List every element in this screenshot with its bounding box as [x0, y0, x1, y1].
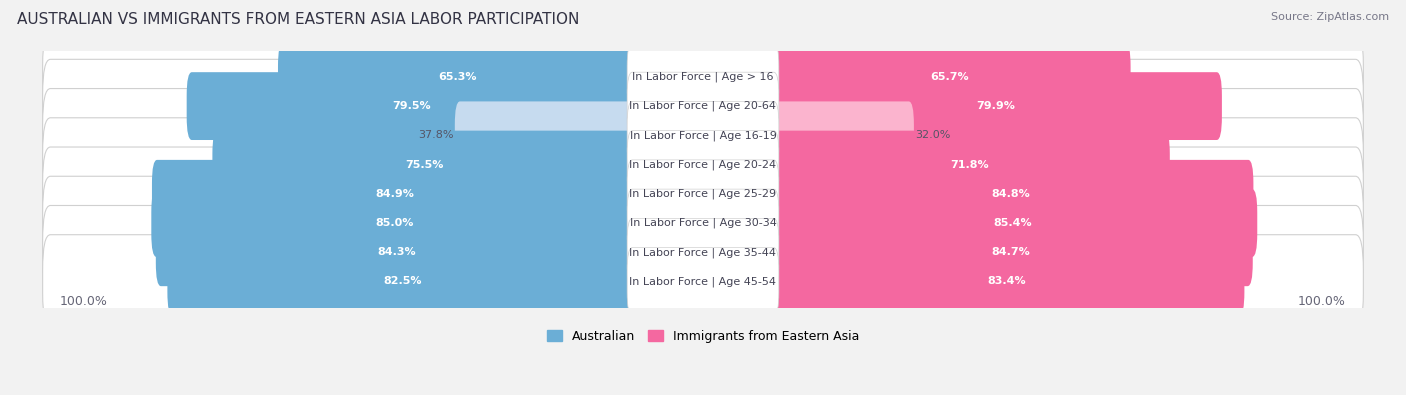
Text: 75.5%: 75.5% [406, 160, 444, 169]
Text: 85.0%: 85.0% [375, 218, 413, 228]
FancyBboxPatch shape [152, 189, 637, 257]
Text: In Labor Force | Age 16-19: In Labor Force | Age 16-19 [630, 130, 776, 141]
FancyBboxPatch shape [627, 102, 779, 169]
Text: In Labor Force | Age 45-54: In Labor Force | Age 45-54 [630, 276, 776, 287]
FancyBboxPatch shape [454, 102, 637, 169]
FancyBboxPatch shape [627, 160, 779, 228]
Text: In Labor Force | Age 30-34: In Labor Force | Age 30-34 [630, 218, 776, 228]
FancyBboxPatch shape [152, 160, 637, 228]
FancyBboxPatch shape [769, 43, 1130, 111]
FancyBboxPatch shape [769, 131, 1170, 198]
Text: 37.8%: 37.8% [418, 130, 454, 140]
FancyBboxPatch shape [627, 72, 779, 140]
Text: 82.5%: 82.5% [384, 276, 422, 286]
FancyBboxPatch shape [42, 118, 1364, 211]
FancyBboxPatch shape [42, 176, 1364, 270]
Text: 85.4%: 85.4% [994, 218, 1032, 228]
FancyBboxPatch shape [156, 218, 637, 286]
FancyBboxPatch shape [42, 205, 1364, 299]
Text: 79.9%: 79.9% [976, 101, 1015, 111]
FancyBboxPatch shape [627, 248, 779, 315]
Text: 84.7%: 84.7% [991, 247, 1031, 257]
Text: 65.3%: 65.3% [439, 72, 477, 82]
Text: In Labor Force | Age > 16: In Labor Force | Age > 16 [633, 71, 773, 82]
Text: In Labor Force | Age 20-64: In Labor Force | Age 20-64 [630, 101, 776, 111]
Text: AUSTRALIAN VS IMMIGRANTS FROM EASTERN ASIA LABOR PARTICIPATION: AUSTRALIAN VS IMMIGRANTS FROM EASTERN AS… [17, 12, 579, 27]
Text: 100.0%: 100.0% [1298, 295, 1346, 308]
Text: 32.0%: 32.0% [915, 130, 950, 140]
FancyBboxPatch shape [278, 43, 637, 111]
FancyBboxPatch shape [769, 102, 914, 169]
Text: 84.3%: 84.3% [377, 247, 416, 257]
FancyBboxPatch shape [769, 189, 1257, 257]
Text: In Labor Force | Age 25-29: In Labor Force | Age 25-29 [630, 188, 776, 199]
FancyBboxPatch shape [769, 160, 1253, 228]
Text: 79.5%: 79.5% [392, 101, 432, 111]
FancyBboxPatch shape [187, 72, 637, 140]
FancyBboxPatch shape [167, 248, 637, 315]
Text: 84.8%: 84.8% [991, 189, 1031, 199]
FancyBboxPatch shape [769, 218, 1253, 286]
FancyBboxPatch shape [627, 218, 779, 286]
FancyBboxPatch shape [627, 43, 779, 111]
Text: In Labor Force | Age 35-44: In Labor Force | Age 35-44 [630, 247, 776, 258]
FancyBboxPatch shape [627, 189, 779, 257]
Text: In Labor Force | Age 20-24: In Labor Force | Age 20-24 [630, 159, 776, 170]
Text: 83.4%: 83.4% [987, 276, 1026, 286]
FancyBboxPatch shape [42, 30, 1364, 124]
FancyBboxPatch shape [769, 248, 1244, 315]
FancyBboxPatch shape [42, 88, 1364, 182]
Text: Source: ZipAtlas.com: Source: ZipAtlas.com [1271, 12, 1389, 22]
Text: 71.8%: 71.8% [950, 160, 988, 169]
FancyBboxPatch shape [42, 147, 1364, 241]
FancyBboxPatch shape [769, 72, 1222, 140]
Text: 84.9%: 84.9% [375, 189, 415, 199]
FancyBboxPatch shape [212, 131, 637, 198]
FancyBboxPatch shape [42, 235, 1364, 328]
Text: 65.7%: 65.7% [931, 72, 969, 82]
Legend: Australian, Immigrants from Eastern Asia: Australian, Immigrants from Eastern Asia [541, 325, 865, 348]
FancyBboxPatch shape [627, 131, 779, 198]
Text: 100.0%: 100.0% [60, 295, 108, 308]
FancyBboxPatch shape [42, 59, 1364, 153]
